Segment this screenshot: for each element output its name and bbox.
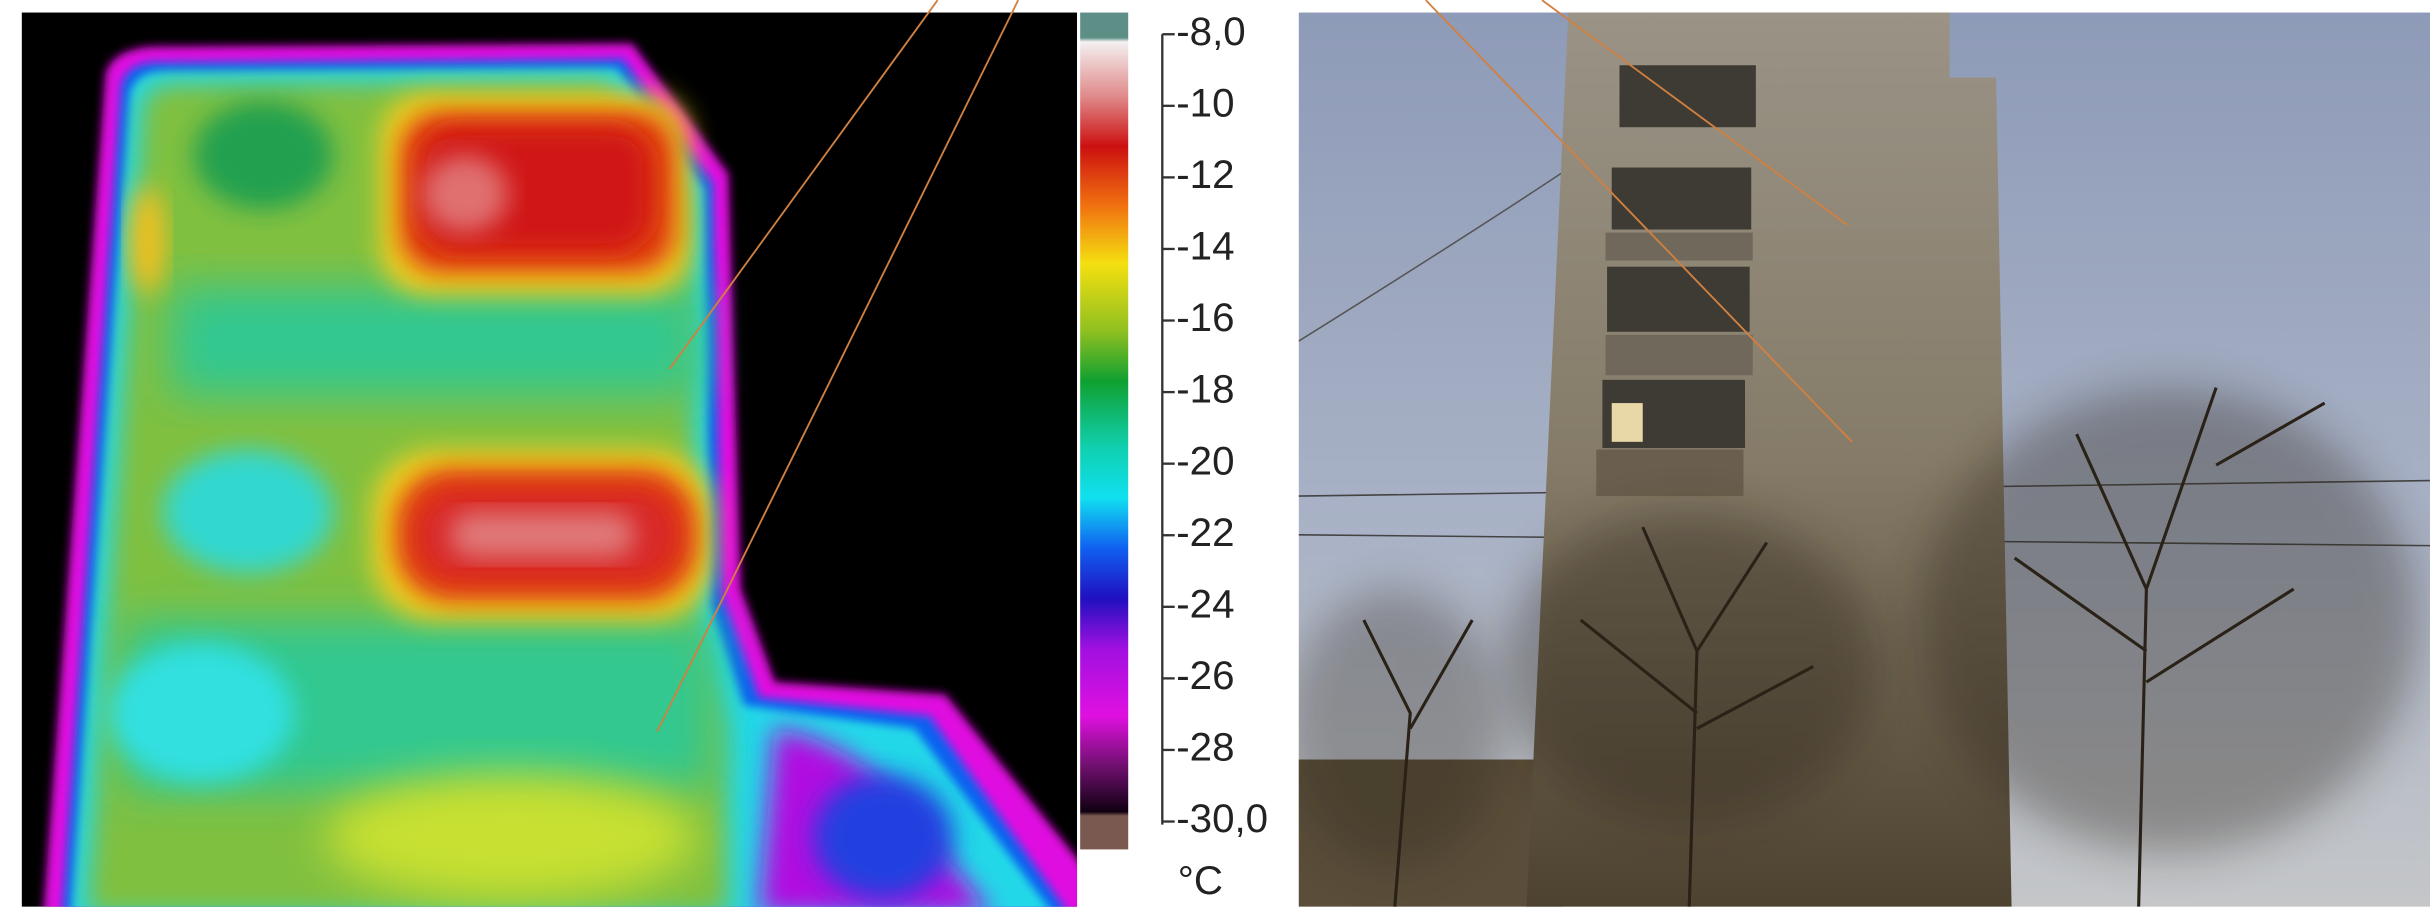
color-bar bbox=[1080, 12, 1129, 850]
scale-label: -12 bbox=[1176, 152, 1234, 197]
scale-labels: -8,0 -10 -12 -14 -16 -18 -20 -22 -24 -26 -28 -30,0 bbox=[1162, 9, 1268, 841]
scale-label: -16 bbox=[1176, 295, 1234, 340]
scale-label: -10 bbox=[1176, 80, 1234, 125]
scale-unit: °C bbox=[1178, 858, 1223, 903]
scale-label: -26 bbox=[1176, 653, 1234, 698]
scale-label: -14 bbox=[1176, 224, 1234, 269]
scale-label: -24 bbox=[1176, 581, 1234, 626]
thermal-image bbox=[21, 12, 1078, 907]
building-photo bbox=[1298, 12, 2430, 907]
scale-label: -18 bbox=[1176, 367, 1234, 412]
scale-label: -22 bbox=[1176, 510, 1234, 555]
pointer-lines bbox=[656, 0, 1853, 733]
scale-label: -30,0 bbox=[1176, 796, 1268, 841]
scale-label: -8,0 bbox=[1176, 9, 1245, 54]
scale-label: -28 bbox=[1176, 725, 1234, 770]
scale-label: -20 bbox=[1176, 438, 1234, 483]
